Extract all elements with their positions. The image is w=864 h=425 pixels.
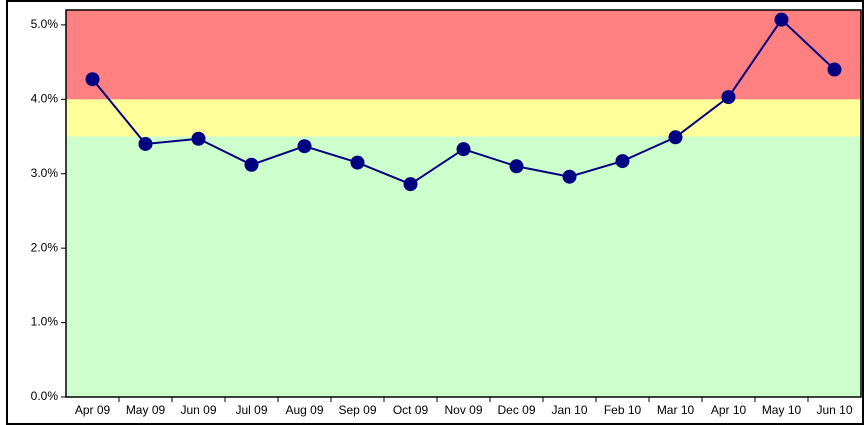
data-point <box>509 159 524 174</box>
x-tick-label: Oct 09 <box>393 403 429 417</box>
x-tick-label: Dec 09 <box>497 403 535 417</box>
data-point <box>827 62 842 77</box>
data-point <box>403 177 418 192</box>
data-point <box>774 12 789 27</box>
x-tick-label: Apr 09 <box>75 403 111 417</box>
zone-band <box>66 99 861 137</box>
x-tick-label: Sep 09 <box>338 403 376 417</box>
data-point <box>721 90 736 105</box>
data-point <box>562 169 577 184</box>
x-tick-label: Nov 09 <box>444 403 482 417</box>
x-tick-label: Feb 10 <box>604 403 642 417</box>
data-point <box>297 139 312 154</box>
data-point <box>191 131 206 146</box>
x-tick-label: Aug 09 <box>285 403 323 417</box>
data-point <box>456 142 471 157</box>
data-point <box>138 136 153 151</box>
data-point <box>85 72 100 87</box>
x-tick-label: May 10 <box>762 403 802 417</box>
y-tick-label: 5.0% <box>31 17 59 31</box>
x-tick-label: Jul 09 <box>235 403 267 417</box>
zone-band <box>66 136 861 397</box>
y-tick-label: 4.0% <box>31 91 59 105</box>
data-point <box>615 154 630 169</box>
x-tick-label: Mar 10 <box>657 403 695 417</box>
x-tick-label: Jun 10 <box>816 403 852 417</box>
plot-border <box>65 9 862 398</box>
x-tick-label: May 09 <box>126 403 166 417</box>
data-point <box>244 157 259 172</box>
x-tick-label: Jan 10 <box>551 403 587 417</box>
chart-frame <box>6 0 864 425</box>
data-point <box>350 155 365 170</box>
zone-band <box>66 10 861 100</box>
x-tick-label: Jun 09 <box>180 403 216 417</box>
y-tick-label: 0.0% <box>31 389 59 403</box>
x-tick-label: Apr 10 <box>711 403 747 417</box>
y-tick-label: 1.0% <box>31 315 59 329</box>
y-tick-label: 3.0% <box>31 166 59 180</box>
y-tick-label: 2.0% <box>31 240 59 254</box>
data-point <box>668 130 683 145</box>
